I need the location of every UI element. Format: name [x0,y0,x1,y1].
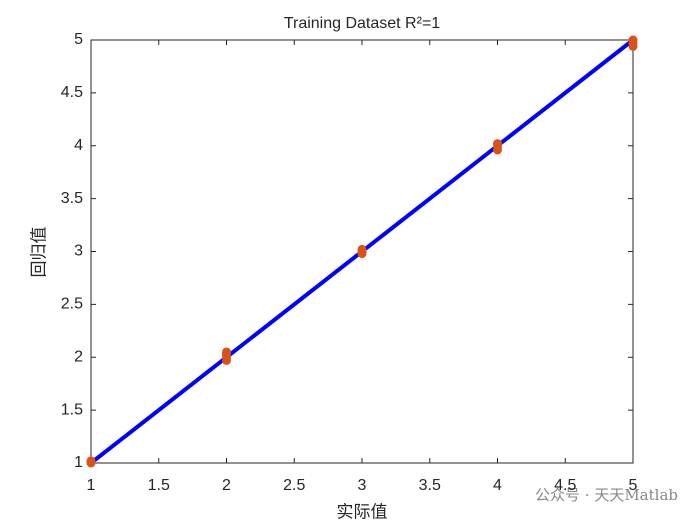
y-tick-label: 3.5 [61,190,83,207]
watermark: 公众号 · 天天Matlab [535,486,678,504]
x-tick-label: 1 [87,477,96,494]
data-point [357,244,367,254]
x-tick-label: 3 [358,477,367,494]
x-tick-label: 1.5 [148,477,170,494]
y-tick-label: 1.5 [61,401,83,418]
x-tick-label: 2.5 [283,477,305,494]
x-tick-label: 2 [222,477,231,494]
data-point [222,347,231,357]
data-point [493,139,502,149]
y-tick-label: 2.5 [61,296,83,313]
data-point [86,456,96,466]
x-tick-label: 5 [629,477,638,494]
chart-title: Training Dataset R²=1 [284,15,440,32]
y-tick-label: 1 [74,454,83,471]
y-axis-label: 回归值 [30,227,50,278]
x-axis-label: 实际值 [337,503,388,523]
data-point [628,35,638,45]
y-tick-label: 5 [74,31,83,48]
x-tick-label: 4 [493,477,502,494]
y-tick-label: 3 [74,243,83,260]
y-tick-label: 4 [74,137,83,154]
x-tick-label: 4.5 [554,477,576,494]
x-tick-label: 3.5 [419,477,441,494]
y-tick-label: 2 [74,348,83,365]
y-tick-label: 4.5 [61,84,83,101]
